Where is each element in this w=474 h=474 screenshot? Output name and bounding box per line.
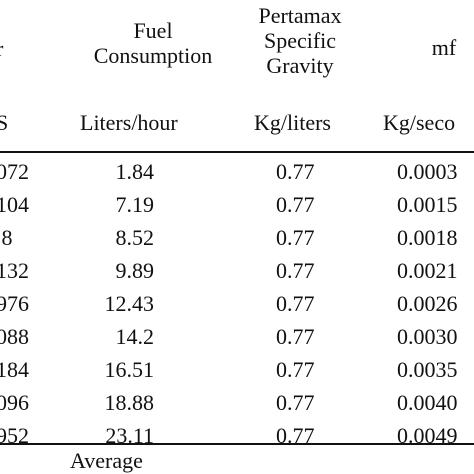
cell-specific-gravity: 0.77 (276, 159, 315, 184)
cell-fuel-consumption: 16.51 (104, 357, 155, 382)
unit-kg-per-second: Kg/seco (383, 110, 456, 135)
cell-col0: 104 (0, 192, 29, 217)
body-rule (0, 443, 474, 445)
header-rule (0, 151, 474, 153)
cell-mf: 0.0035 (397, 357, 458, 382)
cell-col0: .8 (0, 225, 13, 250)
cell-mf: 0.0018 (397, 225, 458, 250)
cell-mf: 0.0030 (397, 324, 458, 349)
cell-col0: 952 (0, 423, 29, 448)
header-fuel-consumption: Fuel Consumption (78, 18, 228, 68)
header-specific-gravity: Pertamax Specific Gravity (240, 3, 360, 78)
header-line: Pertamax (258, 3, 342, 28)
cell-fuel-consumption: 7.19 (115, 192, 155, 217)
cell-mf: 0.0003 (397, 159, 458, 184)
header-col0: r (0, 36, 16, 61)
cell-fuel-consumption: 8.52 (115, 225, 155, 250)
cell-fuel-consumption: 12.43 (104, 291, 155, 316)
cell-specific-gravity: 0.77 (276, 324, 315, 349)
cell-specific-gravity: 0.77 (276, 192, 315, 217)
cell-fuel-consumption: 18.88 (104, 390, 155, 415)
header-line: Gravity (266, 53, 334, 78)
unit-col0: S (0, 110, 9, 135)
cell-mf: 0.0049 (397, 423, 458, 448)
cell-mf: 0.0021 (397, 258, 458, 283)
cell-mf: 0.0026 (397, 291, 458, 316)
header-line: Specific (263, 28, 337, 53)
header-mf: mf (424, 35, 464, 60)
cell-col0: 976 (0, 291, 29, 316)
cell-fuel-consumption: 23.11 (105, 423, 154, 448)
unit-kg-per-liter: Kg/liters (254, 110, 331, 135)
cell-col0: 184 (0, 357, 29, 382)
cell-col0: 088 (0, 324, 29, 349)
cell-specific-gravity: 0.77 (276, 357, 315, 382)
header-line: Consumption (93, 43, 213, 68)
cell-specific-gravity: 0.77 (276, 291, 315, 316)
cell-specific-gravity: 0.77 (276, 423, 315, 448)
cell-mf: 0.0015 (397, 192, 458, 217)
header-line: Fuel (133, 18, 173, 43)
footer-average-label: Average (70, 448, 143, 473)
cell-mf: 0.0040 (397, 390, 458, 415)
cell-fuel-consumption: 14.2 (115, 324, 155, 349)
unit-liters-per-hour: Liters/hour (80, 110, 178, 135)
header-line: mf (431, 35, 457, 60)
cell-specific-gravity: 0.77 (276, 225, 315, 250)
cell-specific-gravity: 0.77 (276, 390, 315, 415)
cell-col0: 132 (0, 258, 29, 283)
cell-fuel-consumption: 9.89 (115, 258, 155, 283)
header-col0-line: r (0, 36, 16, 61)
cell-fuel-consumption: 1.84 (115, 159, 155, 184)
cell-col0: 096 (0, 390, 29, 415)
cell-col0: 072 (0, 159, 29, 184)
cell-specific-gravity: 0.77 (276, 258, 315, 283)
